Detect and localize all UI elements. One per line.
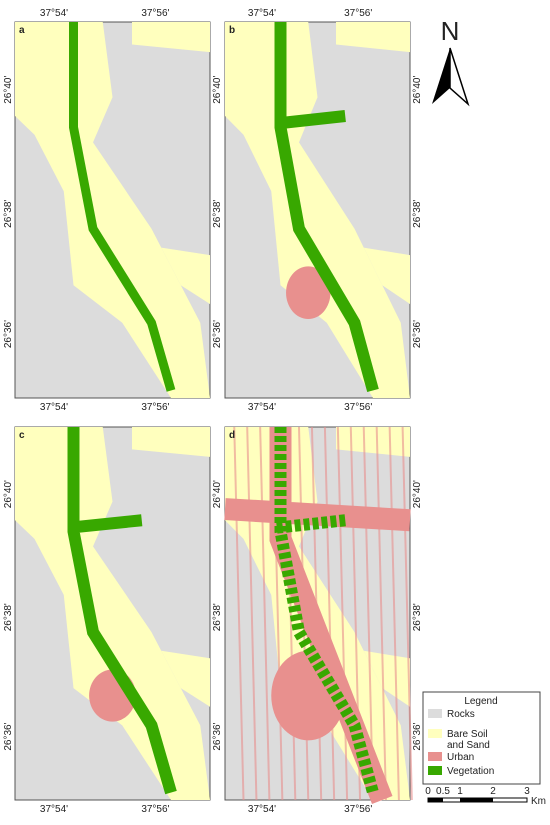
legend-label-line: Bare Soil — [447, 729, 488, 740]
urban-strip — [362, 426, 374, 801]
legend-label-line: and Sand — [447, 740, 490, 751]
lat-label: 26°40' — [3, 76, 14, 104]
vegetation — [274, 427, 379, 795]
lon-label: 37°54' — [40, 804, 68, 815]
legend-label-line: Urban — [447, 752, 474, 763]
lon-label: 37°56' — [344, 8, 372, 19]
north-label: N — [441, 16, 460, 46]
vegetation — [69, 22, 176, 392]
map-panel — [14, 426, 211, 801]
scale-label: 1 — [457, 786, 463, 797]
lon-label: 37°54' — [248, 804, 276, 815]
lat-label: 26°38' — [3, 200, 14, 228]
sand-area — [15, 427, 210, 800]
scale-label: 0.5 — [436, 786, 450, 797]
lat-label: 26°40' — [212, 480, 223, 508]
sand-area — [132, 22, 210, 53]
lat-label: 26°40' — [412, 76, 423, 104]
lon-label: 37°56' — [141, 804, 169, 815]
scale-unit: Km — [531, 796, 546, 807]
lon-label: 37°56' — [141, 402, 169, 413]
legend-swatch — [428, 766, 442, 775]
lon-label: 37°54' — [248, 402, 276, 413]
legend-swatch — [428, 709, 442, 718]
map-panel — [224, 21, 411, 399]
sand-area — [132, 427, 210, 457]
panel-label: c — [19, 430, 25, 441]
panel-label: b — [229, 25, 235, 36]
scale-label: 2 — [490, 786, 496, 797]
lat-label: 26°38' — [212, 200, 223, 228]
lat-label: 26°40' — [412, 480, 423, 508]
sand-area — [336, 22, 410, 53]
legend-swatch — [428, 752, 442, 761]
legend-label-line: Vegetation — [447, 766, 494, 777]
sand-area — [225, 22, 410, 398]
arrow-left — [432, 48, 450, 104]
lat-label: 26°36' — [3, 722, 14, 750]
sand-area — [161, 247, 210, 304]
sand-area — [336, 427, 410, 457]
legend-label: Vegetation — [447, 766, 494, 777]
scale-label: 0 — [425, 786, 431, 797]
lon-label: 37°54' — [40, 402, 68, 413]
urban-strip — [246, 426, 258, 801]
lat-label: 26°36' — [412, 320, 423, 348]
legend-label: Rocks — [447, 709, 475, 720]
scale-bar-segment — [460, 798, 493, 802]
urban-strip — [388, 426, 400, 801]
legend-box — [422, 691, 541, 785]
lon-label: 37°56' — [141, 8, 169, 19]
sand-area — [363, 247, 410, 304]
north-arrow: N — [432, 16, 470, 107]
urban-strip — [375, 426, 387, 801]
lon-label: 37°56' — [344, 804, 372, 815]
arrow-right — [449, 47, 470, 107]
lat-label: 26°38' — [212, 603, 223, 631]
vegetation — [274, 22, 379, 393]
urban-strip — [323, 426, 336, 801]
lat-label: 26°36' — [212, 320, 223, 348]
lat-label: 26°36' — [3, 320, 14, 348]
urban-strip — [401, 426, 413, 801]
sand-area — [161, 650, 210, 707]
urban-area — [286, 266, 331, 320]
legend-swatch — [428, 729, 442, 738]
lat-label: 26°38' — [3, 603, 14, 631]
urban-strip — [259, 426, 271, 801]
sand-area — [15, 22, 210, 398]
legend-label: Bare Soil and Sand — [447, 729, 490, 751]
lat-label: 26°38' — [412, 603, 423, 631]
lat-label: 26°36' — [212, 722, 223, 750]
map-panel — [224, 426, 413, 804]
panel-label: d — [229, 430, 235, 441]
legend-label-line: Rocks — [447, 709, 475, 720]
panel-label: a — [19, 25, 25, 36]
legend-label: Urban — [447, 752, 474, 763]
scale-label: 3 — [524, 786, 530, 797]
lat-label: 26°38' — [412, 200, 423, 228]
urban-strip — [336, 426, 349, 801]
lon-label: 37°54' — [40, 8, 68, 19]
scale-bar-segment — [428, 798, 443, 802]
lon-label: 37°56' — [344, 402, 372, 413]
sand-area — [363, 650, 410, 707]
lat-label: 26°40' — [3, 480, 14, 508]
lat-label: 26°36' — [412, 722, 423, 750]
urban-strip — [233, 426, 245, 801]
lat-label: 26°40' — [212, 76, 223, 104]
legend-title: Legend — [464, 696, 497, 707]
lon-label: 37°54' — [248, 8, 276, 19]
map-panel — [14, 21, 211, 399]
vegetation — [67, 427, 177, 795]
